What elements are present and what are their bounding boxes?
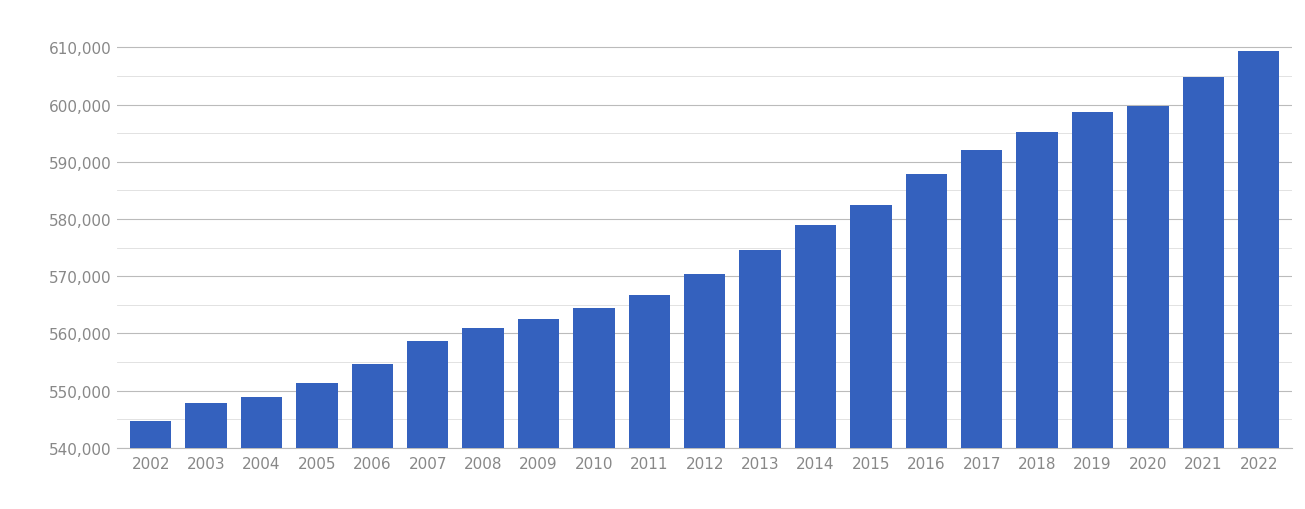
Bar <box>518 320 560 448</box>
Bar <box>1128 106 1169 448</box>
Bar <box>573 308 615 448</box>
Bar <box>407 342 449 448</box>
Bar <box>850 205 891 448</box>
Bar <box>240 397 282 448</box>
Bar <box>1238 52 1279 448</box>
Bar <box>960 151 1002 448</box>
Bar <box>629 296 669 448</box>
Bar <box>130 421 171 448</box>
Bar <box>740 251 780 448</box>
Bar <box>1017 133 1058 448</box>
Bar <box>462 329 504 448</box>
Bar <box>1182 78 1224 448</box>
Bar <box>296 383 338 448</box>
Bar <box>795 226 837 448</box>
Bar <box>185 404 227 448</box>
Bar <box>1071 113 1113 448</box>
Bar <box>351 364 393 448</box>
Bar <box>906 175 947 448</box>
Bar <box>684 274 726 448</box>
